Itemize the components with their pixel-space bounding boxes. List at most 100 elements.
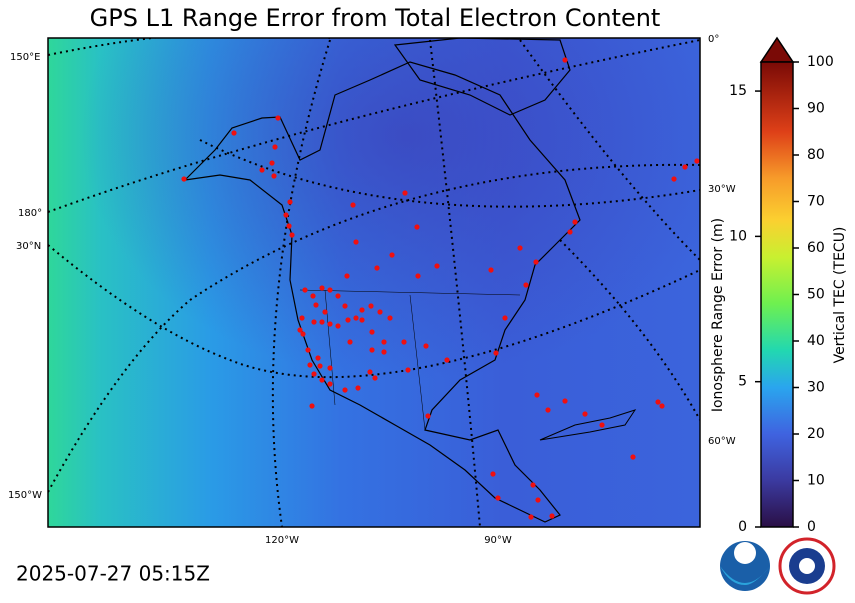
station xyxy=(517,245,523,251)
left-tick-label: 0 xyxy=(738,519,747,535)
station xyxy=(302,287,308,293)
station xyxy=(671,176,677,182)
station xyxy=(415,273,421,279)
station xyxy=(300,331,306,337)
station xyxy=(311,319,317,325)
station xyxy=(523,282,529,288)
title: GPS L1 Range Error from Total Electron C… xyxy=(90,4,661,32)
station xyxy=(287,199,293,205)
station xyxy=(350,202,356,208)
station xyxy=(305,347,311,353)
station xyxy=(377,309,383,315)
station xyxy=(317,363,323,369)
noaa-logo xyxy=(720,541,770,591)
right-tick-label: 60 xyxy=(807,240,825,256)
station xyxy=(530,482,536,488)
station xyxy=(259,167,265,173)
right-tick-label: 10 xyxy=(807,473,825,489)
right-tick-label: 70 xyxy=(807,194,825,210)
station xyxy=(359,317,365,323)
map-label: 0° xyxy=(708,34,719,45)
station xyxy=(490,471,496,477)
station xyxy=(319,319,325,325)
station xyxy=(272,144,278,150)
station xyxy=(502,315,508,321)
station xyxy=(549,513,555,519)
colorbar xyxy=(760,61,794,528)
station xyxy=(369,347,375,353)
station xyxy=(572,219,578,225)
map-label: 150°E xyxy=(10,52,40,63)
station xyxy=(335,323,341,329)
map-label: 30°W xyxy=(708,184,736,195)
station xyxy=(599,422,605,428)
station xyxy=(401,339,407,345)
station xyxy=(231,130,237,136)
station xyxy=(271,173,277,179)
station xyxy=(533,259,539,265)
map xyxy=(48,38,700,527)
station xyxy=(389,252,395,258)
borders xyxy=(299,289,521,431)
station xyxy=(327,381,333,387)
station xyxy=(655,399,661,405)
station xyxy=(528,514,534,520)
station xyxy=(534,392,540,398)
graticule xyxy=(48,38,700,527)
station xyxy=(495,495,501,501)
station xyxy=(319,285,325,291)
station xyxy=(545,407,551,413)
station xyxy=(315,355,321,361)
right-tick-label: 100 xyxy=(807,54,834,70)
colorbar-axes: 0 5 10 15 0 10 20 30 40 50 60 70 80 90 100 xyxy=(729,54,834,535)
station xyxy=(582,411,588,417)
station xyxy=(335,293,341,299)
station xyxy=(319,377,325,383)
right-tick-label: 20 xyxy=(807,426,825,442)
station xyxy=(311,371,317,377)
station xyxy=(347,339,353,345)
station xyxy=(286,223,292,229)
station xyxy=(372,375,378,381)
left-tick-label: 10 xyxy=(729,228,747,244)
station xyxy=(402,190,408,196)
tec-field-shade xyxy=(48,38,700,527)
station xyxy=(322,309,328,315)
nws-logo xyxy=(778,537,836,595)
station xyxy=(313,302,319,308)
right-tick-label: 90 xyxy=(807,101,825,117)
station xyxy=(493,350,499,356)
station xyxy=(694,158,700,164)
station xyxy=(355,385,361,391)
station xyxy=(327,287,333,293)
right-tick-label: 30 xyxy=(807,380,825,396)
colorbar-extend xyxy=(759,36,795,63)
station xyxy=(353,239,359,245)
left-tick-label: 5 xyxy=(738,374,747,390)
map-label: 120°W xyxy=(265,535,299,546)
station xyxy=(289,232,295,238)
station xyxy=(299,315,305,321)
station xyxy=(309,403,315,409)
station xyxy=(567,229,573,235)
station xyxy=(659,403,665,409)
left-tick-label: 15 xyxy=(729,83,747,99)
right-tick-label: 0 xyxy=(807,519,816,535)
timestamp: 2025-07-27 05:15Z xyxy=(16,562,210,586)
station xyxy=(344,273,350,279)
station xyxy=(353,315,359,321)
station xyxy=(381,339,387,345)
right-tick-label: 80 xyxy=(807,147,825,163)
station xyxy=(342,303,348,309)
station xyxy=(307,362,313,368)
station xyxy=(342,387,348,393)
right-axis-label: Vertical TEC (TECU) xyxy=(832,227,848,364)
station xyxy=(425,413,431,419)
map-frame xyxy=(47,37,701,528)
station xyxy=(488,267,494,273)
station xyxy=(444,357,450,363)
station xyxy=(630,454,636,460)
station xyxy=(283,212,289,218)
station xyxy=(181,176,187,182)
